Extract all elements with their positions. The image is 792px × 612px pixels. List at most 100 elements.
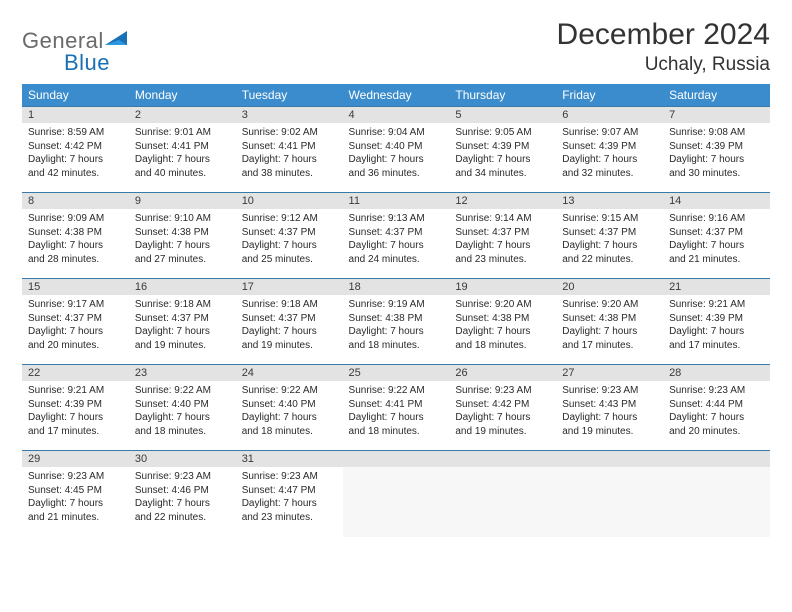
calendar-day-cell: 18Sunrise: 9:19 AMSunset: 4:38 PMDayligh… [343,279,450,365]
day-detail: Sunrise: 9:23 AMSunset: 4:45 PMDaylight:… [22,467,129,528]
calendar-day-cell: 8Sunrise: 9:09 AMSunset: 4:38 PMDaylight… [22,193,129,279]
calendar-day-cell: 16Sunrise: 9:18 AMSunset: 4:37 PMDayligh… [129,279,236,365]
calendar-day-cell: 19Sunrise: 9:20 AMSunset: 4:38 PMDayligh… [449,279,556,365]
calendar-day-cell [449,451,556,537]
day-detail: Sunrise: 9:13 AMSunset: 4:37 PMDaylight:… [343,209,450,270]
calendar-day-cell: 20Sunrise: 9:20 AMSunset: 4:38 PMDayligh… [556,279,663,365]
calendar-day-cell: 1Sunrise: 8:59 AMSunset: 4:42 PMDaylight… [22,107,129,193]
weekday-header-row: Sunday Monday Tuesday Wednesday Thursday… [22,84,770,107]
day-number-bar: 17 [236,279,343,295]
day-number-bar: 20 [556,279,663,295]
day-number-bar: 14 [663,193,770,209]
day-detail: Sunrise: 9:04 AMSunset: 4:40 PMDaylight:… [343,123,450,184]
day-number-bar: 2 [129,107,236,123]
calendar-day-cell: 31Sunrise: 9:23 AMSunset: 4:47 PMDayligh… [236,451,343,537]
day-detail: Sunrise: 9:14 AMSunset: 4:37 PMDaylight:… [449,209,556,270]
calendar-day-cell: 3Sunrise: 9:02 AMSunset: 4:41 PMDaylight… [236,107,343,193]
weekday-header: Tuesday [236,84,343,107]
calendar-day-cell: 6Sunrise: 9:07 AMSunset: 4:39 PMDaylight… [556,107,663,193]
calendar-day-cell: 21Sunrise: 9:21 AMSunset: 4:39 PMDayligh… [663,279,770,365]
day-number-bar: 10 [236,193,343,209]
calendar-day-cell [556,451,663,537]
calendar-day-cell: 7Sunrise: 9:08 AMSunset: 4:39 PMDaylight… [663,107,770,193]
calendar-day-cell: 17Sunrise: 9:18 AMSunset: 4:37 PMDayligh… [236,279,343,365]
day-number-bar: 5 [449,107,556,123]
calendar-day-cell: 2Sunrise: 9:01 AMSunset: 4:41 PMDaylight… [129,107,236,193]
day-number-bar [556,451,663,467]
day-number-bar: 4 [343,107,450,123]
day-detail [343,467,450,537]
day-detail: Sunrise: 9:08 AMSunset: 4:39 PMDaylight:… [663,123,770,184]
day-detail: Sunrise: 9:19 AMSunset: 4:38 PMDaylight:… [343,295,450,356]
day-detail: Sunrise: 9:21 AMSunset: 4:39 PMDaylight:… [22,381,129,442]
logo-triangle-icon [105,30,129,51]
title-block: December 2024 Uchaly, Russia [557,18,770,76]
weekday-header: Thursday [449,84,556,107]
day-detail: Sunrise: 9:12 AMSunset: 4:37 PMDaylight:… [236,209,343,270]
day-number-bar: 31 [236,451,343,467]
day-detail: Sunrise: 8:59 AMSunset: 4:42 PMDaylight:… [22,123,129,184]
calendar-week-row: 1Sunrise: 8:59 AMSunset: 4:42 PMDaylight… [22,107,770,193]
day-detail: Sunrise: 9:20 AMSunset: 4:38 PMDaylight:… [449,295,556,356]
day-number-bar: 22 [22,365,129,381]
day-number-bar: 8 [22,193,129,209]
calendar-day-cell: 4Sunrise: 9:04 AMSunset: 4:40 PMDaylight… [343,107,450,193]
day-number-bar: 18 [343,279,450,295]
weekday-header: Wednesday [343,84,450,107]
calendar-day-cell: 24Sunrise: 9:22 AMSunset: 4:40 PMDayligh… [236,365,343,451]
day-number-bar: 21 [663,279,770,295]
calendar-day-cell: 26Sunrise: 9:23 AMSunset: 4:42 PMDayligh… [449,365,556,451]
day-number-bar: 3 [236,107,343,123]
calendar-day-cell: 5Sunrise: 9:05 AMSunset: 4:39 PMDaylight… [449,107,556,193]
day-number-bar: 25 [343,365,450,381]
calendar-day-cell: 12Sunrise: 9:14 AMSunset: 4:37 PMDayligh… [449,193,556,279]
day-detail: Sunrise: 9:18 AMSunset: 4:37 PMDaylight:… [236,295,343,356]
day-number-bar: 27 [556,365,663,381]
day-number-bar: 16 [129,279,236,295]
location-label: Uchaly, Russia [557,54,770,76]
day-detail: Sunrise: 9:23 AMSunset: 4:43 PMDaylight:… [556,381,663,442]
day-detail: Sunrise: 9:09 AMSunset: 4:38 PMDaylight:… [22,209,129,270]
day-detail: Sunrise: 9:01 AMSunset: 4:41 PMDaylight:… [129,123,236,184]
calendar-table: Sunday Monday Tuesday Wednesday Thursday… [22,84,770,537]
day-number-bar: 19 [449,279,556,295]
calendar-day-cell: 30Sunrise: 9:23 AMSunset: 4:46 PMDayligh… [129,451,236,537]
calendar-day-cell [343,451,450,537]
day-detail: Sunrise: 9:16 AMSunset: 4:37 PMDaylight:… [663,209,770,270]
day-number-bar: 7 [663,107,770,123]
calendar-day-cell: 13Sunrise: 9:15 AMSunset: 4:37 PMDayligh… [556,193,663,279]
weekday-header: Saturday [663,84,770,107]
day-number-bar: 23 [129,365,236,381]
day-detail: Sunrise: 9:23 AMSunset: 4:47 PMDaylight:… [236,467,343,528]
logo-text-blue: Blue [64,50,129,76]
calendar-week-row: 29Sunrise: 9:23 AMSunset: 4:45 PMDayligh… [22,451,770,537]
day-detail [663,467,770,537]
day-detail: Sunrise: 9:22 AMSunset: 4:40 PMDaylight:… [236,381,343,442]
day-detail: Sunrise: 9:23 AMSunset: 4:42 PMDaylight:… [449,381,556,442]
calendar-day-cell: 15Sunrise: 9:17 AMSunset: 4:37 PMDayligh… [22,279,129,365]
weekday-header: Monday [129,84,236,107]
day-detail: Sunrise: 9:10 AMSunset: 4:38 PMDaylight:… [129,209,236,270]
day-number-bar: 11 [343,193,450,209]
day-number-bar: 1 [22,107,129,123]
day-detail: Sunrise: 9:22 AMSunset: 4:41 PMDaylight:… [343,381,450,442]
day-detail: Sunrise: 9:07 AMSunset: 4:39 PMDaylight:… [556,123,663,184]
day-detail: Sunrise: 9:17 AMSunset: 4:37 PMDaylight:… [22,295,129,356]
day-detail: Sunrise: 9:23 AMSunset: 4:46 PMDaylight:… [129,467,236,528]
calendar-day-cell: 28Sunrise: 9:23 AMSunset: 4:44 PMDayligh… [663,365,770,451]
day-detail: Sunrise: 9:15 AMSunset: 4:37 PMDaylight:… [556,209,663,270]
calendar-day-cell: 11Sunrise: 9:13 AMSunset: 4:37 PMDayligh… [343,193,450,279]
weekday-header: Sunday [22,84,129,107]
weekday-header: Friday [556,84,663,107]
day-detail: Sunrise: 9:21 AMSunset: 4:39 PMDaylight:… [663,295,770,356]
day-detail: Sunrise: 9:23 AMSunset: 4:44 PMDaylight:… [663,381,770,442]
day-detail: Sunrise: 9:05 AMSunset: 4:39 PMDaylight:… [449,123,556,184]
calendar-week-row: 8Sunrise: 9:09 AMSunset: 4:38 PMDaylight… [22,193,770,279]
calendar-day-cell: 22Sunrise: 9:21 AMSunset: 4:39 PMDayligh… [22,365,129,451]
day-detail: Sunrise: 9:20 AMSunset: 4:38 PMDaylight:… [556,295,663,356]
day-number-bar: 13 [556,193,663,209]
day-detail: Sunrise: 9:22 AMSunset: 4:40 PMDaylight:… [129,381,236,442]
day-detail [556,467,663,537]
day-detail: Sunrise: 9:02 AMSunset: 4:41 PMDaylight:… [236,123,343,184]
calendar-week-row: 15Sunrise: 9:17 AMSunset: 4:37 PMDayligh… [22,279,770,365]
